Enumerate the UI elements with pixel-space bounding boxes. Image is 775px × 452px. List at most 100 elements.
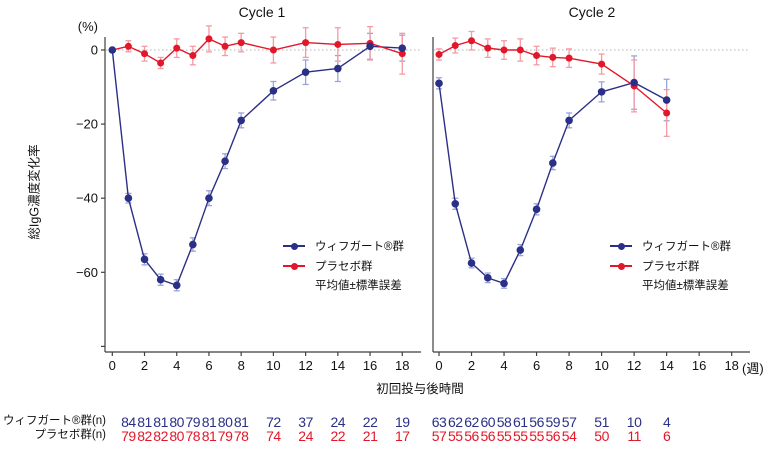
legend-entry-drug: ウィフガート®群 bbox=[283, 236, 404, 256]
placebo-data-point bbox=[124, 42, 132, 50]
drug-series-line bbox=[111, 45, 403, 287]
ntable-drug-n-value: 19 bbox=[395, 414, 410, 430]
drug-data-point bbox=[334, 64, 342, 73]
ntable-placebo-n-value: 50 bbox=[594, 428, 609, 444]
ntable-drug-n-value: 10 bbox=[626, 414, 642, 430]
ntable-drug-n-value: 62 bbox=[448, 414, 463, 430]
y-tick-label: −20 bbox=[76, 117, 98, 132]
drug-data-point bbox=[205, 194, 213, 202]
x-tick-label: 12 bbox=[627, 358, 641, 373]
ntable-placebo-n-value: 78 bbox=[233, 428, 249, 444]
ntable-drug-n-value: 72 bbox=[266, 414, 281, 430]
ntable-placebo-n-value: 55 bbox=[496, 428, 512, 444]
placebo-data-point bbox=[269, 46, 277, 54]
x-tick-label: 8 bbox=[565, 358, 572, 373]
x-tick-label: 0 bbox=[109, 358, 116, 373]
legend-drug-label: ウィフガート®群 bbox=[315, 241, 404, 253]
drug-data-point bbox=[172, 281, 181, 290]
legend-entry-placebo: プラセボ群 bbox=[283, 256, 404, 276]
placebo-data-point bbox=[157, 59, 165, 67]
placebo-data-point bbox=[205, 35, 213, 43]
placebo-data-point bbox=[302, 39, 310, 47]
drug-data-point bbox=[221, 157, 229, 165]
ntable-placebo-n-value: 78 bbox=[185, 428, 201, 444]
placebo-data-point bbox=[516, 46, 524, 54]
x-tick-label: 0 bbox=[435, 358, 442, 373]
ntable-drug-n-value: 81 bbox=[137, 414, 152, 430]
drug-line-marker-icon bbox=[610, 241, 632, 251]
ntable-placebo-n-value: 57 bbox=[431, 428, 447, 444]
legend-cycle1: ウィフガート®群 プラセボ群 平均値±標準誤差 bbox=[283, 236, 404, 296]
drug-data-point bbox=[124, 194, 133, 202]
drug-data-point bbox=[483, 274, 492, 282]
drug-data-point bbox=[549, 159, 557, 167]
ntable-placebo-n-value: 74 bbox=[266, 428, 281, 444]
ntable-drug-n-value: 58 bbox=[496, 414, 512, 430]
placebo-line-marker-icon bbox=[283, 261, 305, 271]
ntable-drug-n-value: 80 bbox=[217, 414, 233, 430]
placebo-data-point bbox=[484, 44, 492, 52]
ntable-drug-n-value: 51 bbox=[594, 414, 609, 430]
legend-entry-drug: ウィフガート®群 bbox=[610, 236, 731, 256]
drug-data-point bbox=[467, 259, 476, 267]
placebo-data-point bbox=[398, 50, 406, 58]
y-axis-unit-label: (%) bbox=[77, 19, 98, 34]
ntable-drug-n-value: 37 bbox=[298, 414, 313, 430]
legend-note-mean-se: 平均値±標準誤差 bbox=[315, 280, 402, 292]
placebo-data-point bbox=[468, 37, 476, 45]
x-axis-title: 初回投与後時間 bbox=[376, 382, 464, 396]
placebo-data-point bbox=[221, 42, 229, 50]
placebo-data-point bbox=[549, 53, 557, 61]
x-tick-label: 16 bbox=[363, 358, 377, 373]
drug-data-point bbox=[451, 199, 460, 208]
ntable-drug-n-value: 60 bbox=[480, 414, 496, 430]
placebo-data-point bbox=[141, 50, 149, 58]
drug-data-point bbox=[189, 240, 197, 249]
ntable-placebo-n-value: 54 bbox=[561, 428, 577, 444]
drug-data-point bbox=[435, 79, 443, 88]
ntable-placebo-n-value: 55 bbox=[448, 428, 463, 444]
ntable-placebo-n-value: 79 bbox=[121, 428, 136, 444]
chart-title-cycle2: Cycle 2 bbox=[568, 4, 616, 20]
placebo-data-point bbox=[533, 52, 541, 60]
ntable-drug-n-value: 81 bbox=[233, 414, 249, 430]
drug-data-point bbox=[662, 96, 671, 104]
legend-drug-label: ウィフガート®群 bbox=[642, 241, 731, 253]
x-tick-label: 14 bbox=[659, 358, 673, 373]
x-tick-label: 6 bbox=[205, 358, 212, 373]
ntable-drug-n-value: 79 bbox=[185, 414, 201, 430]
chart-title-cycle1: Cycle 1 bbox=[238, 4, 286, 20]
legend-placebo-label: プラセボ群 bbox=[315, 261, 373, 273]
x-tick-label: 10 bbox=[594, 358, 608, 373]
ntable-placebo-n-value: 17 bbox=[395, 428, 410, 444]
ntable-placebo-n-value: 22 bbox=[330, 428, 346, 444]
drug-data-point bbox=[398, 44, 407, 52]
x-tick-label: 4 bbox=[173, 358, 180, 373]
ntable-drug-n-value: 81 bbox=[153, 414, 168, 430]
ntable-drug-n-value: 59 bbox=[545, 414, 561, 430]
ntable-placebo-n-value: 56 bbox=[464, 428, 479, 444]
ntable-placebo-n-value: 21 bbox=[362, 428, 378, 444]
placebo-series-line bbox=[112, 38, 403, 64]
x-tick-label: 12 bbox=[298, 358, 312, 373]
ntable-placebo-n-value: 11 bbox=[627, 428, 641, 444]
placebo-data-point bbox=[334, 40, 342, 48]
legend-entry-placebo: プラセボ群 bbox=[610, 256, 731, 276]
y-axis-title: 総IgG濃度変化率 bbox=[27, 144, 42, 240]
drug-data-point bbox=[630, 78, 638, 87]
ntable-drug-row-label: ウィフガート®群(n) bbox=[2, 415, 106, 427]
ntable-drug-n-value: 81 bbox=[201, 414, 217, 430]
drug-data-point bbox=[366, 42, 374, 51]
ntable-placebo-n-value: 56 bbox=[545, 428, 561, 444]
x-tick-label: 2 bbox=[468, 358, 475, 373]
drug-data-point bbox=[156, 275, 165, 284]
ntable-drug-n-value: 61 bbox=[513, 414, 528, 430]
ntable-placebo-n-value: 81 bbox=[201, 428, 217, 444]
placebo-data-point bbox=[663, 109, 671, 117]
ntable-placebo-n-value: 79 bbox=[217, 428, 233, 444]
drug-data-point bbox=[516, 246, 525, 254]
ntable-drug-n-value: 4 bbox=[662, 414, 671, 430]
x-tick-label: 2 bbox=[141, 358, 148, 373]
ntable-placebo-n-value: 24 bbox=[298, 428, 313, 444]
